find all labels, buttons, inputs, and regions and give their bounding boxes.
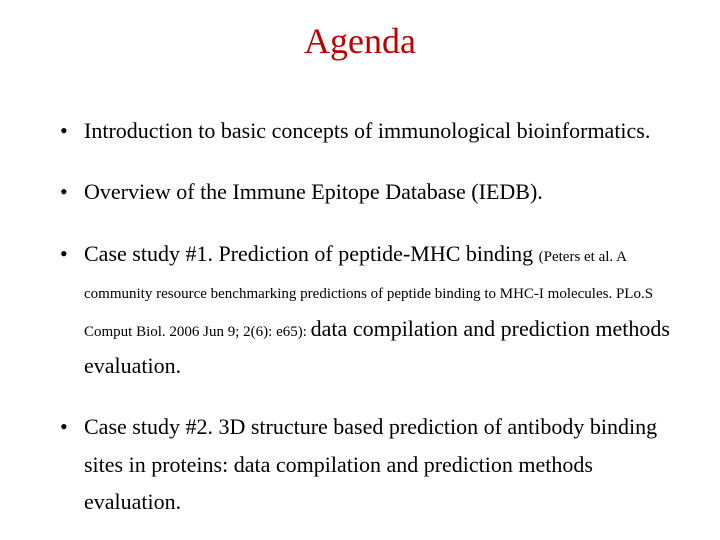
bullet-item: Introduction to basic concepts of immuno… (60, 112, 680, 149)
bullet-list: Introduction to basic concepts of immuno… (40, 112, 680, 521)
bullet-text: Introduction to basic concepts of immuno… (84, 118, 650, 143)
bullet-text: Case study #1. Prediction of peptide-MHC… (84, 241, 539, 266)
slide-title: Agenda (40, 20, 680, 62)
bullet-text: Case study #2. 3D structure based predic… (84, 414, 657, 514)
bullet-item: Overview of the Immune Epitope Database … (60, 173, 680, 210)
bullet-item: Case study #2. 3D structure based predic… (60, 408, 680, 520)
bullet-text: Overview of the Immune Epitope Database … (84, 179, 543, 204)
bullet-item: Case study #1. Prediction of peptide-MHC… (60, 235, 680, 385)
